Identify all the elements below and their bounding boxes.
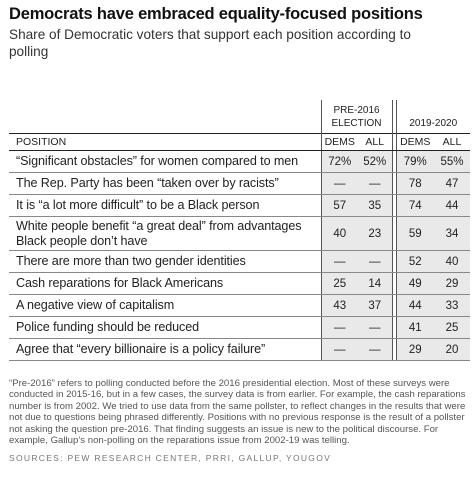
gap-cell	[392, 294, 397, 317]
pre-dems-value: —	[320, 316, 358, 339]
gap-cell	[392, 316, 397, 339]
positions-table: PRE-2016 ELECTION 2019-2020 POSITION DEM…	[9, 100, 471, 361]
post-all-value: 20	[434, 338, 471, 361]
pre-all-value: 14	[358, 272, 393, 295]
post-dems-value: 29	[395, 338, 435, 361]
header-all-pre: ALL	[358, 133, 393, 151]
table-body: “Significant obstacles” for women compar…	[9, 150, 471, 361]
pre-dems-value: —	[320, 338, 358, 361]
group-pre-line-2: ELECTION	[331, 118, 382, 129]
pre-dems-value: 40	[320, 216, 358, 251]
pre-dems-value: 25	[320, 272, 358, 295]
column-group-row: PRE-2016 ELECTION 2019-2020	[9, 100, 471, 134]
header-dems-post: DEMS	[395, 133, 435, 151]
group-2019-2020: 2019-2020	[395, 100, 471, 134]
pre-all-value: —	[358, 250, 393, 273]
post-all-value: 25	[434, 316, 471, 339]
table-row: It is “a lot more difficult” to be a Bla…	[9, 194, 471, 217]
pre-dems-value: 43	[320, 294, 358, 317]
group-pre-line-1: PRE-2016	[333, 105, 380, 116]
header-gap	[392, 133, 397, 151]
chart-subtitle: Share of Democratic voters that support …	[9, 27, 411, 59]
pre-all-value: —	[358, 172, 393, 195]
post-all-value: 33	[434, 294, 471, 317]
post-dems-value: 59	[395, 216, 435, 251]
post-dems-value: 74	[395, 194, 435, 217]
pre-all-value: 23	[358, 216, 393, 251]
pre-dems-value: —	[320, 172, 358, 195]
pre-dems-value: 57	[320, 194, 358, 217]
group-post-label: 2019-2020	[409, 118, 458, 129]
group-pre-2016: PRE-2016 ELECTION	[320, 100, 393, 134]
table-row: The Rep. Party has been “taken over by r…	[9, 172, 471, 195]
position-label: There are more than two gender identitie…	[9, 250, 321, 273]
footnote: “Pre-2016” refers to polling conducted b…	[9, 378, 466, 447]
position-label: The Rep. Party has been “taken over by r…	[9, 172, 321, 195]
pre-dems-value: 72%	[320, 150, 358, 173]
header-row: POSITION DEMS ALL DEMS ALL	[9, 133, 471, 151]
gap-cell	[392, 150, 397, 173]
table-row: A negative view of capitalism 43 37 44 33	[9, 294, 471, 317]
post-all-value: 55%	[434, 150, 471, 173]
gap-cell	[392, 172, 397, 195]
header-dems-pre: DEMS	[320, 133, 358, 151]
post-all-value: 47	[434, 172, 471, 195]
pre-dems-value: —	[320, 250, 358, 273]
post-dems-value: 49	[395, 272, 435, 295]
pre-all-value: 35	[358, 194, 393, 217]
position-label: A negative view of capitalism	[9, 294, 321, 317]
post-all-value: 44	[434, 194, 471, 217]
position-label: It is “a lot more difficult” to be a Bla…	[9, 194, 321, 217]
pre-all-value: 37	[358, 294, 393, 317]
position-label: Police funding should be reduced	[9, 316, 321, 339]
gap-cell	[392, 194, 397, 217]
position-label: Cash reparations for Black Americans	[9, 272, 321, 295]
table-row: There are more than two gender identitie…	[9, 250, 471, 273]
post-all-value: 34	[434, 216, 471, 251]
post-dems-value: 41	[395, 316, 435, 339]
post-dems-value: 78	[395, 172, 435, 195]
pre-all-value: —	[358, 316, 393, 339]
sources-line: SOURCES: PEW RESEARCH CENTER, PRRI, GALL…	[9, 453, 332, 463]
table-row: Agree that “every billionaire is a polic…	[9, 338, 471, 361]
table-row: Police funding should be reduced — —41 25	[9, 316, 471, 339]
header-all-post: ALL	[434, 133, 471, 151]
pre-all-value: 52%	[358, 150, 393, 173]
header-position: POSITION	[9, 133, 321, 151]
gap-cell	[392, 338, 397, 361]
table-row: White people benefit “a great deal” from…	[9, 216, 471, 251]
table-row: Cash reparations for Black Americans 25 14…	[9, 272, 471, 295]
chart-title: Democrats have embraced equality-focused…	[9, 5, 423, 23]
table-row: “Significant obstacles” for women compar…	[9, 150, 471, 173]
group-spacer	[9, 100, 321, 134]
pre-all-value: —	[358, 338, 393, 361]
position-label: “Significant obstacles” for women compar…	[9, 150, 321, 173]
position-label: Agree that “every billionaire is a polic…	[9, 338, 321, 361]
gap-cell	[392, 272, 397, 295]
post-dems-value: 52	[395, 250, 435, 273]
position-label: White people benefit “a great deal” from…	[9, 216, 321, 251]
gap-cell	[392, 250, 397, 273]
gap-cell	[392, 216, 397, 251]
post-all-value: 29	[434, 272, 471, 295]
post-dems-value: 44	[395, 294, 435, 317]
post-all-value: 40	[434, 250, 471, 273]
post-dems-value: 79%	[395, 150, 435, 173]
